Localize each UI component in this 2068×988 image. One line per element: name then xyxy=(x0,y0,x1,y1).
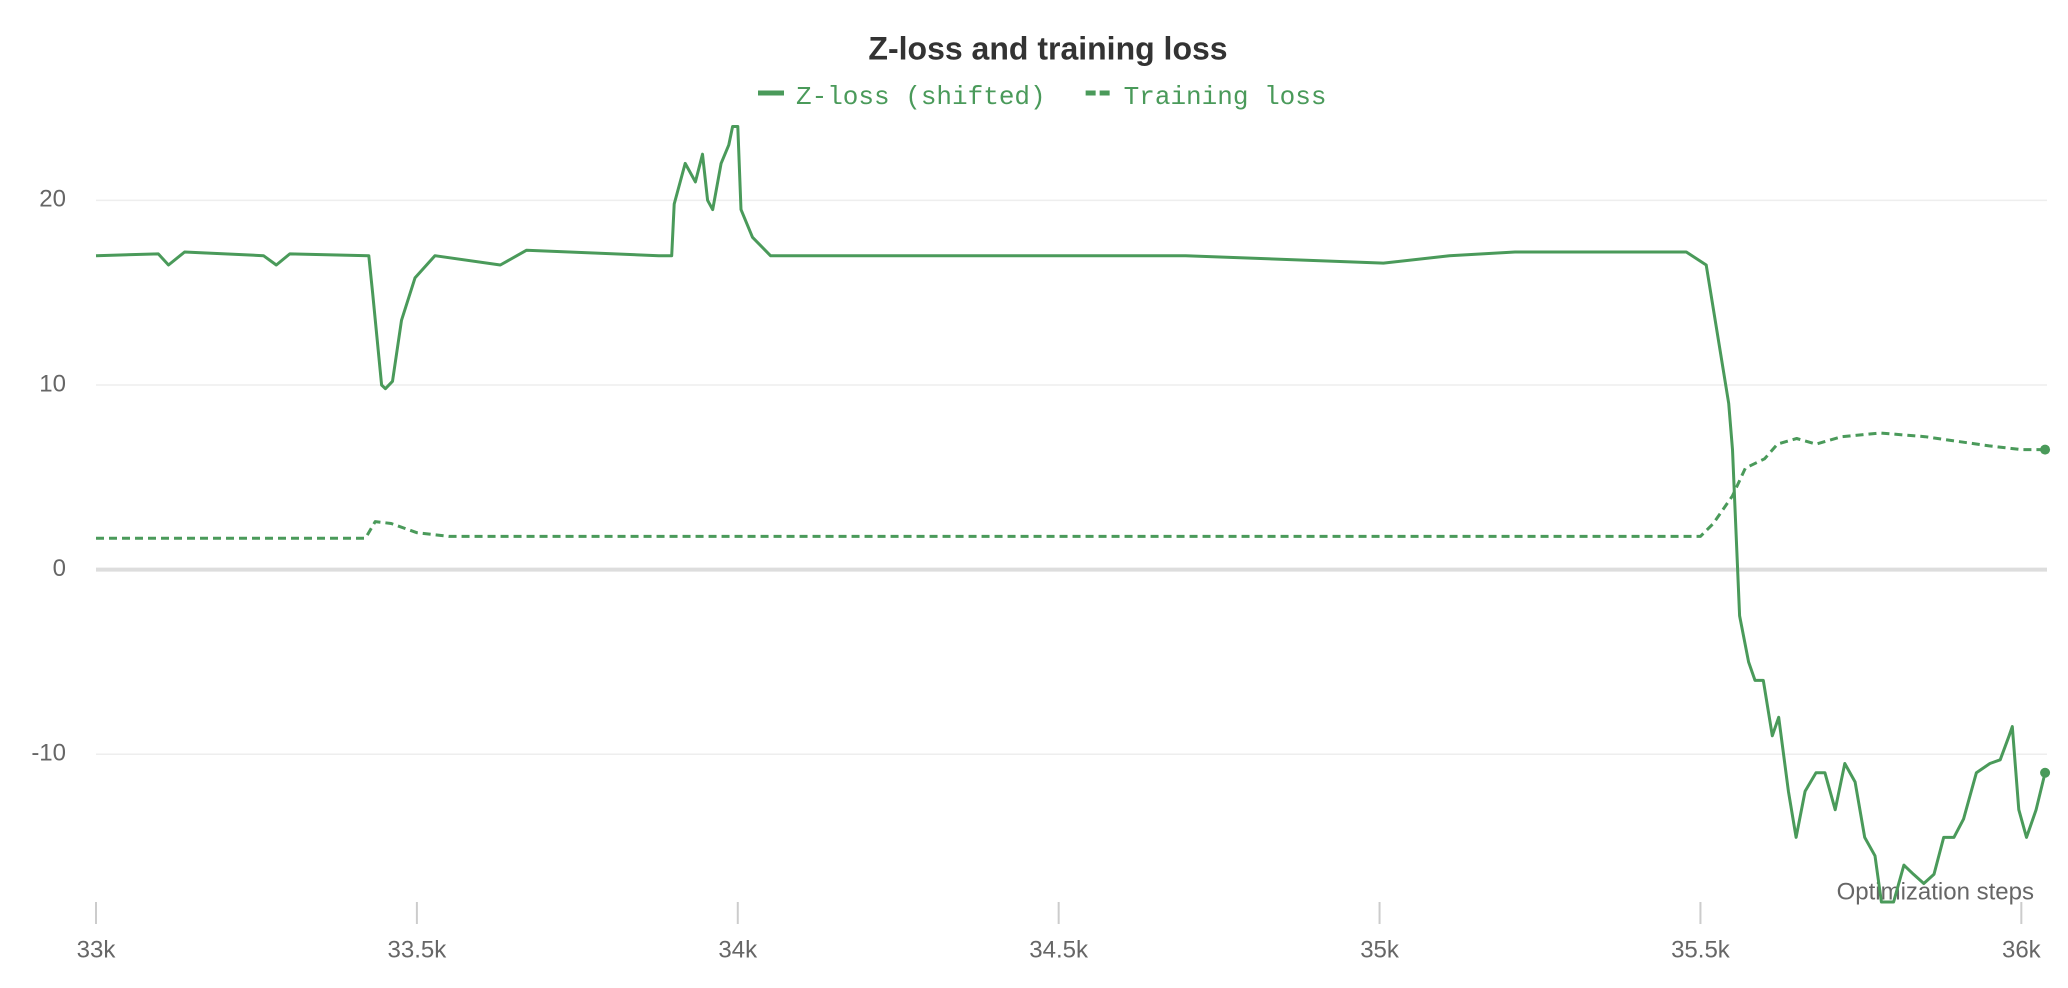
x-tick-label: 34.5k xyxy=(1029,936,1089,963)
x-tick-label: 35k xyxy=(1360,936,1400,963)
series-line xyxy=(95,125,2047,904)
end-point xyxy=(2040,767,2051,778)
x-tick-label: 34k xyxy=(718,936,758,963)
legend-label: Z-loss (shifted) xyxy=(796,82,1046,112)
end-point xyxy=(2040,444,2051,455)
x-tick-label: 36k xyxy=(2002,936,2042,963)
chart-title: Z-loss and training loss xyxy=(868,30,1227,66)
y-tick-label: -10 xyxy=(31,740,66,767)
x-tick-label: 33k xyxy=(77,936,117,963)
x-tick-label: 35.5k xyxy=(1671,936,1731,963)
y-tick-label: 10 xyxy=(39,370,66,397)
x-axis-label: Optimization steps xyxy=(1837,878,2034,905)
legend-label: Training loss xyxy=(1124,82,1327,112)
series-line xyxy=(96,431,2046,540)
y-tick-label: 0 xyxy=(53,555,66,582)
y-tick-label: 20 xyxy=(39,186,66,213)
x-tick-label: 33.5k xyxy=(388,936,448,963)
